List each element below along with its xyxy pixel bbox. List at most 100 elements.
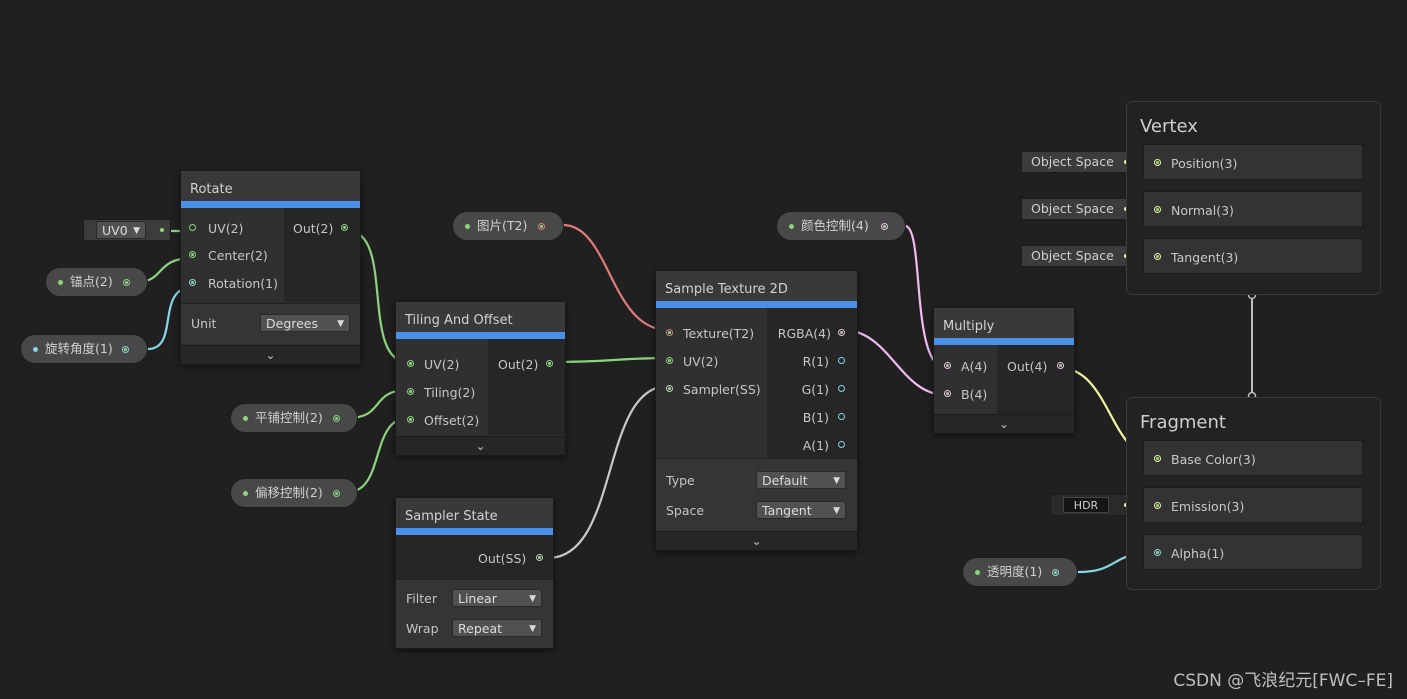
texture-property-pill[interactable]: 图片(T2) (452, 211, 564, 241)
tiling-out-port[interactable] (546, 360, 553, 367)
rotation-angle-property-pill[interactable]: 旋转角度(1) (20, 334, 148, 364)
multiply-node[interactable]: Multiply A(4) B(4) Out(4) ⌄ (933, 307, 1075, 434)
tiling-header-bar (396, 332, 565, 339)
emission-hdr-field[interactable]: HDR (1050, 494, 1137, 516)
sample-texture-title: Sample Texture 2D (656, 271, 857, 301)
offset-control-property-pill[interactable]: 偏移控制(2) (230, 478, 358, 508)
multiply-b-port[interactable] (944, 390, 951, 397)
fragment-block-base-color[interactable]: Base Color(3) (1143, 440, 1363, 476)
normal-port[interactable] (1154, 206, 1161, 213)
fragment-context[interactable]: Fragment Base Color(3) Emission(3) Alpha… (1126, 397, 1381, 590)
sample-texture-expand-button[interactable]: ⌄ (656, 531, 857, 550)
rotate-out-port[interactable] (341, 224, 348, 231)
a-port[interactable] (838, 441, 845, 448)
color-control-property-pill[interactable]: 颜色控制(4) (776, 211, 906, 241)
b-port[interactable] (838, 413, 845, 420)
tiling-control-label: 平铺控制(2) (255, 410, 323, 425)
r-label: R(1) (802, 354, 829, 369)
multiply-b-label: B(4) (961, 387, 988, 402)
base-color-port[interactable] (1154, 455, 1161, 462)
vertex-block-position[interactable]: Position(3) (1143, 144, 1363, 180)
multiply-node-title: Multiply (934, 308, 1074, 338)
r-port[interactable] (838, 357, 845, 364)
rotate-uv-port[interactable] (189, 224, 196, 231)
position-label: Position(3) (1171, 156, 1238, 171)
wire-texture-to-sample-texture (561, 223, 670, 332)
offset-control-out-port[interactable] (333, 490, 340, 497)
position-space-field[interactable]: Object Space (1021, 151, 1137, 173)
rotate-unit-dropdown[interactable]: Degrees ▼ (260, 314, 350, 332)
sampler-properties: Filter Linear ▼ Wrap Repeat ▼ (396, 579, 553, 648)
hdr-color-swatch[interactable]: HDR (1063, 497, 1109, 513)
opacity-out-port[interactable] (1052, 569, 1059, 576)
anchor-out-port[interactable] (123, 279, 130, 286)
rotate-node[interactable]: Rotate UV(2) Center(2) Rotation(1) Out(2… (180, 170, 361, 365)
rotate-rotation-port[interactable] (189, 279, 196, 286)
multiply-expand-button[interactable]: ⌄ (934, 414, 1074, 433)
normal-label: Normal(3) (1171, 203, 1234, 218)
wire-tiling-out-to-sample-uv (549, 356, 670, 364)
rotate-center-port[interactable] (189, 251, 196, 258)
sampler-out-port[interactable] (536, 554, 543, 561)
anchor-property-label: 锚点(2) (70, 274, 113, 289)
sampler-ports: Out(SS) (396, 535, 553, 579)
watermark: CSDN @飞浪纪元[FWC–FE] (1173, 671, 1393, 691)
position-space-value: Object Space (1031, 154, 1114, 169)
fragment-block-emission[interactable]: Emission(3) (1143, 487, 1363, 523)
rotate-expand-button[interactable]: ⌄ (181, 345, 360, 364)
normal-space-field[interactable]: Object Space (1021, 198, 1137, 220)
multiply-out-port[interactable] (1057, 362, 1064, 369)
fragment-block-alpha[interactable]: Alpha(1) (1143, 534, 1363, 570)
space-label: Space (666, 503, 705, 518)
alpha-port[interactable] (1154, 549, 1161, 556)
tangent-port[interactable] (1154, 253, 1161, 260)
vertex-context[interactable]: Vertex Position(3) Normal(3) Tangent(3) (1126, 101, 1381, 295)
position-port[interactable] (1154, 159, 1161, 166)
color-control-out-port[interactable] (881, 223, 888, 230)
chevron-down-icon: ▼ (133, 226, 140, 236)
uv-channel-value: UV0 (102, 223, 128, 238)
uv-channel-field[interactable]: UV0 ▼ (83, 219, 171, 241)
opacity-property-pill[interactable]: 透明度(1) (962, 557, 1078, 587)
tiling-tiling-port[interactable] (407, 388, 414, 395)
filter-dropdown[interactable]: Linear ▼ (452, 589, 542, 607)
a-label: A(1) (802, 438, 829, 453)
rotate-inputs: UV(2) Center(2) Rotation(1) (181, 208, 284, 302)
chevron-down-icon: ⌄ (265, 348, 276, 362)
anchor-property-pill[interactable]: 锚点(2) (45, 267, 148, 297)
g-port[interactable] (838, 385, 845, 392)
tiling-expand-button[interactable]: ⌄ (396, 436, 565, 455)
sampler-state-node[interactable]: Sampler State Out(SS) Filter Linear ▼ Wr… (395, 497, 554, 649)
emission-port[interactable] (1154, 502, 1161, 509)
wrap-dropdown[interactable]: Repeat ▼ (452, 619, 542, 637)
sample-texture-texture-port[interactable] (666, 329, 673, 336)
space-value: Tangent (762, 503, 812, 518)
rgba-port[interactable] (838, 329, 845, 336)
rotate-rotation-label: Rotation(1) (208, 276, 278, 291)
space-dropdown[interactable]: Tangent ▼ (756, 501, 846, 519)
tangent-space-field[interactable]: Object Space (1021, 245, 1137, 267)
sample-texture-uv-port[interactable] (666, 357, 673, 364)
sample-texture-sampler-port[interactable] (666, 385, 673, 392)
vertex-block-tangent[interactable]: Tangent(3) (1143, 238, 1363, 274)
sample-texture-2d-node[interactable]: Sample Texture 2D Texture(T2) UV(2) Samp… (655, 270, 858, 551)
rotation-angle-out-port[interactable] (122, 346, 129, 353)
property-dot-icon (58, 280, 63, 285)
sample-texture-properties: Type Default ▼ Space Tangent ▼ (656, 458, 857, 532)
chevron-down-icon: ▼ (337, 319, 344, 329)
chevron-down-icon: ▼ (833, 476, 840, 486)
uv-channel-dropdown[interactable]: UV0 ▼ (96, 221, 146, 239)
tiling-control-out-port[interactable] (333, 415, 340, 422)
chevron-down-icon: ⌄ (475, 439, 486, 453)
type-dropdown[interactable]: Default ▼ (756, 471, 846, 489)
tiling-offset-port[interactable] (407, 416, 414, 423)
tiling-and-offset-node[interactable]: Tiling And Offset UV(2) Tiling(2) Offset… (395, 301, 566, 456)
texture-out-port[interactable] (538, 223, 545, 230)
tiling-uv-port[interactable] (407, 360, 414, 367)
vertex-block-normal[interactable]: Normal(3) (1143, 191, 1363, 227)
tiling-control-property-pill[interactable]: 平铺控制(2) (230, 403, 358, 433)
multiply-a-port[interactable] (944, 362, 951, 369)
rotate-outputs: Out(2) (284, 208, 360, 302)
tiling-offset-label: Offset(2) (424, 413, 480, 428)
